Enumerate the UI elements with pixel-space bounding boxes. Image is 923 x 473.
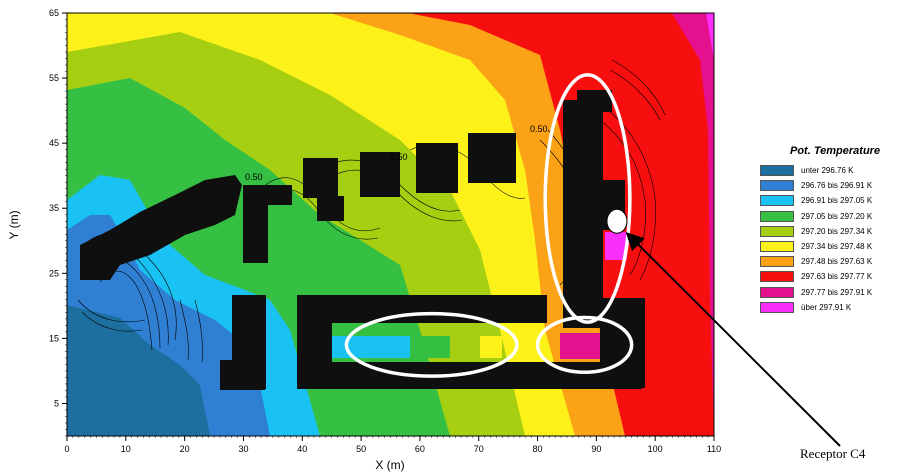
legend-entry: 297.05 bis 297.20 K xyxy=(760,209,920,224)
building xyxy=(303,158,338,198)
x-tick-label: 20 xyxy=(180,444,190,454)
courtyard-cell-yellow xyxy=(480,336,502,358)
x-tick-label: 60 xyxy=(415,444,425,454)
contour-label: 0.50 xyxy=(245,172,263,182)
contour-labels: 0.50 0.50 0.50 xyxy=(245,124,548,182)
contour-label: 0.50 xyxy=(530,124,548,134)
y-tick-label: 25 xyxy=(49,268,59,278)
legend-swatch xyxy=(760,256,794,268)
x-tick-label: 30 xyxy=(238,444,248,454)
legend-swatch xyxy=(760,286,794,298)
courtyard-cell-pink xyxy=(560,333,600,359)
legend-swatch xyxy=(760,165,794,177)
x-tick-label: 90 xyxy=(591,444,601,454)
y-tick-label: 35 xyxy=(49,203,59,213)
legend-entry: 297.34 bis 297.48 K xyxy=(760,239,920,254)
building xyxy=(577,90,612,112)
building xyxy=(243,185,268,263)
building xyxy=(416,143,458,193)
legend: Pot. Temperature unter 296.76 K 296.76 bi… xyxy=(760,145,920,315)
receptor-annotation: Receptor C4 xyxy=(800,446,866,461)
x-tick-label: 0 xyxy=(64,444,69,454)
courtyard-cell-cyan xyxy=(332,336,410,358)
courtyard-cell-magenta xyxy=(605,232,627,260)
y-tick-label: 15 xyxy=(49,333,59,343)
legend-swatch xyxy=(760,301,794,313)
legend-swatch xyxy=(760,271,794,283)
legend-entry: 297.63 bis 297.77 K xyxy=(760,269,920,284)
legend-label: 297.05 bis 297.20 K xyxy=(801,211,873,221)
courtyard-cell-green xyxy=(410,336,450,358)
legend-label: unter 296.76 K xyxy=(801,166,854,176)
legend-entry: 297.77 bis 297.91 K xyxy=(760,285,920,300)
building xyxy=(268,185,292,205)
band-darkblue xyxy=(67,305,210,436)
receptor-marker xyxy=(606,208,628,234)
highlight-ellipse xyxy=(344,311,519,378)
x-tick-label: 10 xyxy=(121,444,131,454)
legend-label: über 297.91 K xyxy=(801,302,852,312)
legend-entry: 296.91 bis 297.05 K xyxy=(760,193,920,208)
building xyxy=(468,133,516,183)
x-tick-label: 110 xyxy=(707,444,721,454)
building xyxy=(80,175,242,280)
legend-label: 296.91 bis 297.05 K xyxy=(801,196,873,206)
legend-swatch xyxy=(760,241,794,253)
highlight-ellipse xyxy=(543,73,632,324)
legend-label: 297.34 bis 297.48 K xyxy=(801,242,873,252)
building xyxy=(297,295,547,323)
contour-label: 0.50 xyxy=(390,152,408,162)
building xyxy=(563,100,603,298)
building xyxy=(600,328,645,388)
courtyard-cell-yellowgreen xyxy=(450,336,480,358)
receptor-layer xyxy=(606,208,841,447)
y-tick-label: 55 xyxy=(49,73,59,83)
receptor-arrow xyxy=(625,231,841,447)
courtyard-field xyxy=(332,232,627,359)
y-tick-label: 5 xyxy=(54,398,59,408)
legend-label: 297.77 bis 297.91 K xyxy=(801,287,873,297)
highlight-ellipse xyxy=(535,315,634,374)
building xyxy=(317,196,344,221)
building xyxy=(297,362,642,389)
legend-entry: 297.48 bis 297.63 K xyxy=(760,254,920,269)
legend-swatch xyxy=(760,225,794,237)
x-axis-title: X (m) xyxy=(375,458,404,472)
building xyxy=(220,360,265,390)
plot-area: 0.50 0.50 0.50 xyxy=(67,13,714,436)
legend-label: 297.20 bis 297.34 K xyxy=(801,226,873,236)
building xyxy=(360,152,400,197)
legend-label: 297.63 bis 297.77 K xyxy=(801,272,873,282)
x-tick-label: 40 xyxy=(297,444,307,454)
legend-entry: 297.20 bis 297.34 K xyxy=(760,224,920,239)
y-tick-label: 65 xyxy=(49,8,59,18)
legend-entry: über 297.91 K xyxy=(760,300,920,315)
legend-entry: unter 296.76 K xyxy=(760,163,920,178)
legend-label: 296.76 bis 296.91 K xyxy=(801,181,873,191)
x-tick-label: 100 xyxy=(648,444,663,454)
legend-title: Pot. Temperature xyxy=(790,145,881,157)
legend-label: 297.48 bis 297.63 K xyxy=(801,257,873,267)
x-axis: 0 10 20 30 40 50 60 70 80 90 100 110 xyxy=(64,436,721,454)
highlight-ellipses xyxy=(344,73,634,378)
y-axis-title: Y (m) xyxy=(7,210,21,239)
x-tick-label: 50 xyxy=(356,444,366,454)
legend-entry: 296.76 bis 296.91 K xyxy=(760,178,920,193)
legend-rows: unter 296.76 K 296.76 bis 296.91 K 296.91 … xyxy=(760,163,920,315)
x-tick-label: 80 xyxy=(533,444,543,454)
x-tick-label: 70 xyxy=(474,444,484,454)
legend-swatch xyxy=(760,195,794,207)
y-axis: 5 15 25 35 45 55 65 xyxy=(49,8,67,437)
legend-swatch xyxy=(760,210,794,222)
buildings xyxy=(80,90,645,390)
legend-swatch xyxy=(760,180,794,192)
y-tick-label: 45 xyxy=(49,138,59,148)
